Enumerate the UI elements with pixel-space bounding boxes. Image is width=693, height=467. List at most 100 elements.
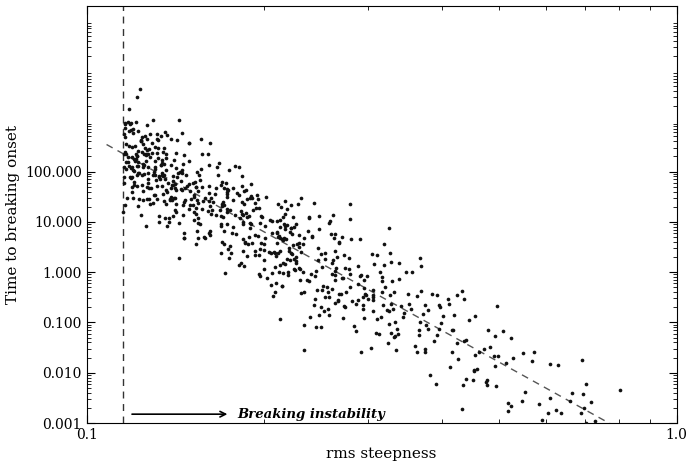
Point: [442, 295, 453, 303]
Point: [119, 133, 130, 141]
Point: [277, 282, 288, 290]
Point: [139, 162, 150, 169]
Point: [319, 255, 330, 262]
Point: [203, 161, 214, 169]
Point: [338, 303, 349, 310]
Point: [272, 217, 283, 225]
Point: [244, 212, 255, 220]
Point: [412, 348, 423, 356]
Point: [367, 293, 378, 301]
Point: [405, 305, 416, 313]
Point: [295, 265, 306, 273]
Point: [154, 172, 165, 180]
Point: [127, 153, 138, 161]
Point: [492, 303, 503, 310]
Point: [132, 172, 143, 179]
Point: [367, 297, 378, 304]
Point: [126, 143, 137, 151]
Point: [240, 209, 252, 217]
Point: [191, 183, 202, 191]
Point: [249, 231, 261, 238]
Point: [346, 235, 357, 243]
Point: [343, 255, 354, 262]
Point: [238, 211, 249, 219]
Point: [121, 140, 132, 147]
Point: [470, 312, 481, 320]
Point: [415, 262, 426, 270]
Point: [229, 211, 240, 219]
Point: [380, 283, 391, 291]
Point: [230, 230, 241, 238]
Point: [175, 177, 186, 184]
Point: [223, 167, 234, 174]
Point: [268, 293, 279, 300]
Point: [196, 205, 207, 213]
Point: [266, 229, 277, 236]
Point: [277, 237, 288, 244]
Point: [310, 267, 322, 275]
Point: [382, 339, 393, 347]
Point: [197, 150, 208, 158]
Point: [149, 172, 160, 179]
Text: Breaking instability: Breaking instability: [238, 408, 385, 421]
Point: [200, 194, 211, 201]
Point: [238, 187, 249, 194]
Point: [170, 200, 182, 207]
Point: [184, 205, 195, 212]
Point: [222, 188, 233, 196]
Point: [245, 219, 256, 226]
Point: [484, 343, 495, 351]
Point: [216, 212, 227, 219]
Point: [255, 272, 266, 280]
Point: [214, 206, 225, 213]
Point: [132, 202, 143, 210]
Point: [157, 169, 168, 177]
Point: [119, 125, 130, 132]
Point: [272, 240, 283, 247]
Point: [288, 265, 299, 273]
Point: [216, 178, 227, 186]
Point: [148, 171, 159, 179]
Point: [193, 172, 204, 179]
Point: [302, 227, 313, 235]
Point: [266, 218, 277, 225]
Point: [474, 349, 485, 356]
Point: [241, 195, 252, 203]
Point: [246, 220, 257, 227]
Point: [374, 330, 385, 337]
Point: [500, 359, 511, 367]
Point: [278, 234, 289, 241]
Point: [205, 194, 216, 202]
Point: [534, 400, 545, 408]
Point: [204, 183, 215, 190]
Point: [170, 181, 181, 188]
Point: [161, 187, 172, 194]
Point: [328, 256, 339, 263]
Point: [358, 301, 369, 309]
Point: [241, 252, 252, 260]
Point: [273, 200, 284, 208]
Point: [124, 120, 135, 127]
Point: [282, 206, 293, 213]
Point: [179, 152, 190, 159]
Point: [296, 289, 307, 297]
Point: [145, 154, 156, 161]
Point: [236, 172, 247, 179]
Point: [306, 233, 317, 241]
Point: [122, 194, 133, 202]
Point: [179, 184, 191, 191]
Point: [433, 325, 444, 333]
Point: [414, 254, 426, 262]
Point: [378, 301, 389, 309]
Point: [125, 164, 137, 172]
Point: [213, 160, 225, 167]
Point: [294, 243, 305, 251]
Point: [295, 194, 306, 202]
Point: [136, 138, 147, 145]
Point: [176, 129, 187, 136]
Point: [151, 135, 162, 142]
Point: [183, 140, 194, 147]
Point: [211, 184, 222, 191]
Point: [277, 269, 288, 276]
Point: [238, 200, 249, 208]
